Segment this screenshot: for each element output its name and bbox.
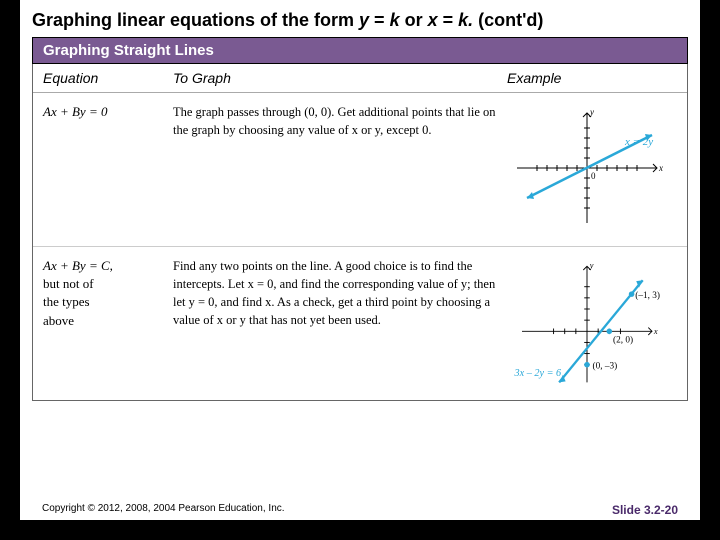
title-prefix: Graphing linear equations of the form [32, 10, 359, 30]
table-title-bar: Graphing Straight Lines [32, 37, 688, 64]
svg-text:y: y [589, 107, 594, 117]
title-eq2: = [438, 10, 459, 30]
svg-text:x: x [658, 163, 663, 173]
graph2: x y (–1, 3) (2, 0) (0, –3) [507, 257, 667, 387]
title-k2: k. [458, 10, 473, 30]
col-equation: Equation [43, 70, 173, 86]
table-row: Ax + By = C, but not of the types above … [33, 247, 687, 400]
title-eq: = [369, 10, 390, 30]
equation-cell: Ax + By = C, but not of the types above [43, 257, 173, 390]
title-k1: k [390, 10, 400, 30]
title-x: x [428, 10, 438, 30]
point2-label: (2, 0) [613, 335, 633, 345]
graph1-label: x = 2y [624, 136, 653, 148]
tograph-cell: The graph passes through (0, 0). Get add… [173, 103, 507, 236]
copyright-text: Copyright © 2012, 2008, 2004 Pearson Edu… [42, 503, 285, 517]
svg-text:y: y [589, 261, 594, 270]
eq-line2: but not of [43, 275, 173, 293]
example-cell: x y (–1, 3) (2, 0) (0, –3) [507, 257, 677, 390]
equation-cell: Ax + By = 0 [43, 103, 173, 236]
title-suffix: (cont'd) [473, 10, 543, 30]
col-example: Example [507, 70, 677, 86]
eq-line4: above [43, 312, 173, 330]
point3-label: (0, –3) [593, 361, 618, 371]
point1-label: (–1, 3) [635, 291, 660, 301]
footer: Copyright © 2012, 2008, 2004 Pearson Edu… [42, 503, 678, 517]
eq-line1: Ax + By = C, [43, 257, 173, 275]
title-or: or [400, 10, 428, 30]
tograph-cell: Find any two points on the line. A good … [173, 257, 507, 390]
col-tograph: To Graph [173, 70, 507, 86]
graph2-label: 3x – 2y = 6 [514, 368, 562, 379]
slide-title: Graphing linear equations of the form y … [20, 0, 700, 37]
table-wrap: Equation To Graph Example Ax + By = 0 Th… [32, 64, 688, 401]
example-cell: 0 x y x = 2y [507, 103, 677, 236]
slide-container: Graphing linear equations of the form y … [0, 0, 720, 540]
table-row: Ax + By = 0 The graph passes through (0,… [33, 93, 687, 247]
slide-number: Slide 3.2-20 [612, 503, 678, 517]
svg-text:0: 0 [591, 171, 596, 181]
content-area: Graphing Straight Lines Equation To Grap… [20, 37, 700, 401]
eq-line3: the types [43, 293, 173, 311]
graph1: 0 x y x = 2y [507, 103, 667, 233]
svg-text:x: x [653, 327, 658, 336]
title-y: y [359, 10, 369, 30]
column-headers: Equation To Graph Example [33, 64, 687, 93]
